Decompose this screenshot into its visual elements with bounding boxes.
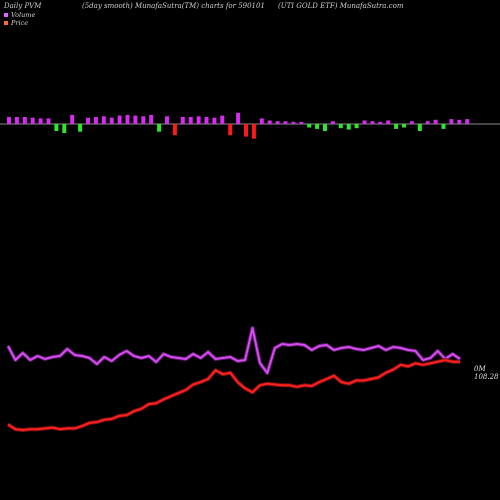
- volume-bar: [275, 121, 280, 124]
- chart-header-right: (UTI GOLD ETF) MunafaSutra.com: [278, 2, 404, 10]
- volume-bar: [172, 124, 177, 136]
- volume-bar: [228, 124, 233, 136]
- volume-bar: [157, 124, 162, 132]
- volume-bar: [93, 117, 98, 124]
- volume-bar: [394, 124, 399, 129]
- volume-bar: [149, 114, 154, 124]
- volume-bar: [449, 119, 454, 124]
- volume-bar: [236, 112, 241, 124]
- volume-bar: [338, 124, 343, 129]
- volume-line-shadow: [6, 326, 462, 375]
- volume-bar: [244, 124, 248, 137]
- volume-bar: [54, 124, 59, 131]
- volume-bar: [386, 120, 391, 124]
- volume-bar: [378, 121, 383, 124]
- volume-bar: [291, 121, 296, 124]
- volume-bar: [78, 124, 83, 132]
- volume-bar: [125, 114, 130, 124]
- volume-bar: [14, 117, 19, 124]
- volume-bar: [307, 124, 312, 128]
- volume-bar: [346, 124, 351, 130]
- volume-bar: [441, 124, 446, 129]
- volume-bar: [165, 116, 169, 124]
- volume-bar: [70, 114, 75, 124]
- legend-price-label: Price: [11, 19, 29, 27]
- legend-volume-swatch: [4, 13, 8, 17]
- legend-price-swatch: [4, 21, 8, 25]
- volume-bar: [457, 119, 462, 124]
- legend-volume: Volume: [4, 11, 35, 19]
- volume-bar: [299, 121, 304, 124]
- chart-header-center: (5day smooth) MunafaSutra(TM) charts for…: [82, 2, 265, 10]
- volume-bar: [109, 117, 114, 124]
- volume-bar: [283, 121, 288, 124]
- volume-bar: [188, 117, 193, 124]
- volume-bar: [330, 121, 335, 124]
- volume-bar: [117, 115, 122, 124]
- volume-bar: [46, 118, 51, 124]
- volume-bar: [354, 124, 359, 129]
- volume-bar: [370, 121, 375, 124]
- volume-bar: [7, 117, 11, 124]
- volume-bar: [22, 117, 27, 124]
- price-line: [7, 359, 460, 431]
- volume-bar: [323, 124, 327, 131]
- volume-bar: [30, 117, 35, 124]
- volume-bar: [86, 117, 90, 124]
- volume-bar: [180, 117, 185, 124]
- volume-bar: [465, 119, 470, 124]
- volume-bar: [196, 116, 201, 124]
- volume-bar: [433, 119, 438, 124]
- volume-bar: [402, 124, 406, 128]
- volume-bar: [133, 115, 138, 124]
- volume-bar: [425, 121, 430, 124]
- volume-bar: [101, 116, 106, 124]
- volume-bar: [417, 124, 422, 131]
- volume-end-label: 0M: [474, 365, 486, 373]
- volume-bar: [220, 115, 225, 124]
- volume-bar: [315, 124, 320, 129]
- volume-bar: [362, 120, 367, 124]
- chart-header-left: Daily PVM: [4, 2, 42, 10]
- volume-bar: [62, 124, 67, 134]
- volume-bar: [409, 121, 414, 124]
- legend-price: Price: [4, 19, 28, 27]
- volume-bar: [212, 117, 217, 124]
- volume-bar: [38, 118, 43, 124]
- volume-bar: [267, 120, 272, 124]
- volume-bar: [141, 116, 146, 124]
- volume-bar: [251, 124, 256, 139]
- volume-bar: [204, 117, 209, 124]
- volume-bar: [259, 118, 264, 124]
- price-end-label: 108.28: [474, 373, 499, 381]
- legend-volume-label: Volume: [11, 11, 36, 19]
- volume-line: [7, 327, 461, 374]
